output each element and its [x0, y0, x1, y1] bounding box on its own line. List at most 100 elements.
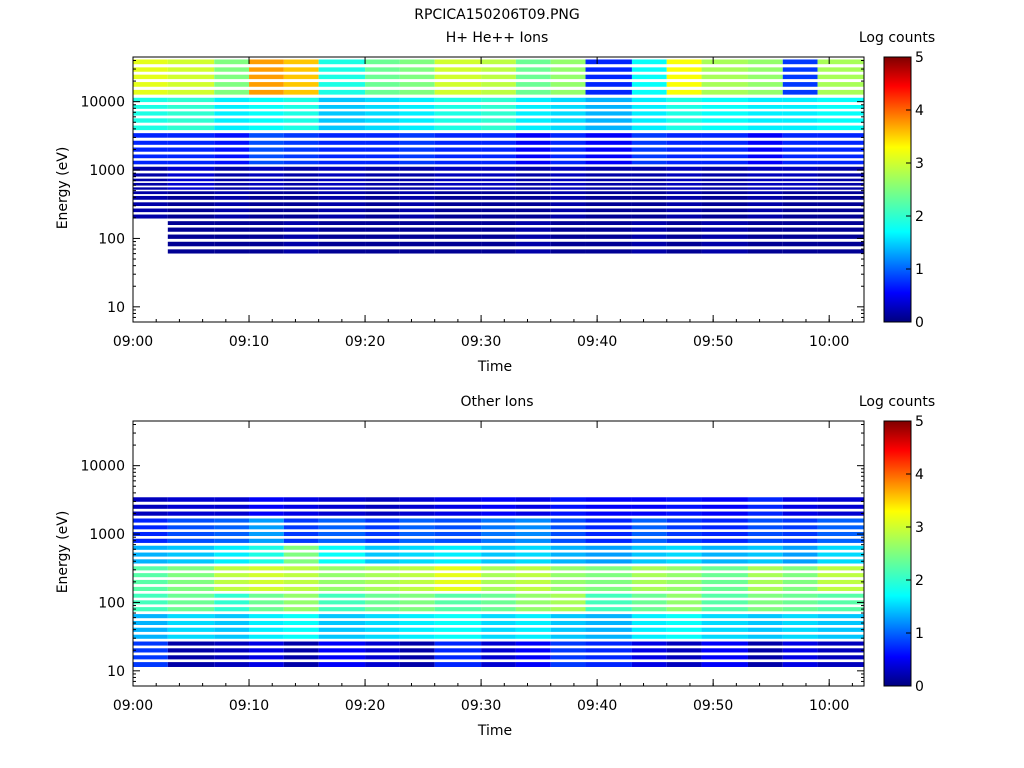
- heatmap-cell: [318, 97, 366, 103]
- heatmap-cell: [782, 655, 818, 660]
- heatmap-cell: [666, 531, 702, 537]
- heatmap-cell: [365, 573, 400, 578]
- heatmap-cell: [550, 504, 586, 509]
- heatmap-cell: [747, 566, 783, 571]
- heatmap-cell: [585, 545, 632, 550]
- heatmap-cell: [365, 118, 400, 123]
- heatmap-cell: [399, 187, 435, 190]
- heatmap-cell: [167, 214, 215, 219]
- heatmap-cell: [434, 566, 482, 571]
- heatmap-cell: [283, 104, 319, 109]
- heatmap-cell: [515, 593, 551, 598]
- heatmap-cell: [283, 497, 319, 502]
- heatmap-cell: [434, 59, 482, 65]
- heatmap-cell: [167, 648, 215, 653]
- heatmap-cell: [515, 178, 551, 182]
- heatmap-cell: [701, 208, 748, 213]
- heatmap-cell: [283, 607, 319, 612]
- heatmap-cell: [318, 511, 366, 516]
- heatmap-cell: [481, 504, 516, 509]
- heatmap-cell: [249, 525, 284, 530]
- heatmap-cell: [631, 573, 667, 578]
- heatmap-cell: [666, 227, 702, 232]
- heatmap-cell: [817, 140, 864, 145]
- heatmap-cell: [481, 620, 516, 625]
- heatmap-cell: [747, 627, 783, 632]
- heatmap-cell: [249, 104, 284, 109]
- heatmap-cell: [249, 573, 284, 578]
- heatmap-cell: [701, 559, 748, 564]
- heatmap-cell: [133, 140, 168, 145]
- heatmap-cell: [249, 559, 284, 564]
- heatmap-cell: [365, 531, 400, 537]
- heatmap-cell: [133, 662, 168, 667]
- colorbar-tick-label: 5: [915, 414, 924, 430]
- heatmap-cell: [214, 586, 250, 591]
- heatmap-cell: [666, 241, 702, 247]
- heatmap-cell: [434, 579, 482, 585]
- heatmap-cell: [214, 154, 250, 159]
- heatmap-cell: [133, 600, 168, 605]
- heatmap-cell: [481, 208, 516, 213]
- heatmap-cell: [249, 147, 284, 152]
- heatmap-cell: [666, 641, 702, 646]
- heatmap-cell: [550, 227, 586, 232]
- heatmap-cell: [318, 82, 366, 87]
- heatmap-cell: [399, 620, 435, 625]
- heatmap-cell: [817, 221, 864, 226]
- heatmap-cell: [515, 241, 551, 247]
- heatmap-cell: [782, 234, 818, 239]
- colorbar-tick-label: 4: [915, 467, 924, 483]
- heatmap-cell: [318, 620, 366, 625]
- heatmap-cell: [782, 573, 818, 578]
- heatmap-cell: [133, 191, 168, 195]
- heatmap-cell: [133, 104, 168, 109]
- heatmap-cell: [133, 518, 168, 523]
- heatmap-cell: [817, 202, 864, 207]
- heatmap-cell: [550, 118, 586, 123]
- heatmap-cell: [585, 579, 632, 585]
- heatmap-cell: [133, 214, 168, 219]
- heatmap-cell: [550, 154, 586, 159]
- heatmap-cell: [631, 173, 667, 177]
- heatmap-cell: [481, 600, 516, 605]
- heatmap-cell: [585, 133, 632, 138]
- heatmap-cell: [249, 82, 284, 87]
- heatmap-cell: [481, 221, 516, 226]
- heatmap-cell: [365, 74, 400, 80]
- heatmap-cell: [283, 234, 319, 239]
- heatmap-cell: [481, 559, 516, 564]
- y-tick-label: 1000: [89, 527, 125, 543]
- heatmap-cell: [550, 600, 586, 605]
- heatmap-cell: [214, 559, 250, 564]
- heatmap-cell: [817, 641, 864, 646]
- heatmap-cell: [666, 191, 702, 195]
- heatmap-cell: [434, 518, 482, 523]
- heatmap-cell: [249, 140, 284, 145]
- panel-other-ions: Other Ions Log counts Time Energy (eV) 0…: [55, 394, 935, 739]
- heatmap-cell: [550, 234, 586, 239]
- heatmap-cell: [747, 662, 783, 667]
- panel-title: Other Ions: [460, 394, 533, 410]
- heatmap-cell: [214, 593, 250, 598]
- heatmap-cell: [817, 208, 864, 213]
- heatmap-cell: [747, 641, 783, 646]
- heatmap-cell: [782, 202, 818, 207]
- heatmap-cell: [249, 178, 284, 182]
- heatmap-cell: [817, 111, 864, 116]
- heatmap-cell: [515, 147, 551, 152]
- heatmap-cell: [283, 221, 319, 226]
- heatmap-cell: [434, 593, 482, 598]
- heatmap-cell: [318, 202, 366, 207]
- heatmap-cell: [249, 586, 284, 591]
- heatmap-cell: [817, 59, 864, 65]
- x-tick-label: 09:40: [577, 698, 617, 714]
- heatmap-cell: [365, 579, 400, 585]
- heatmap-cell: [318, 195, 366, 200]
- heatmap-cell: [666, 648, 702, 653]
- heatmap-cells: [133, 497, 864, 667]
- heatmap-cell: [701, 202, 748, 207]
- heatmap-cell: [585, 655, 632, 660]
- heatmap-cell: [399, 234, 435, 239]
- heatmap-cell: [481, 89, 516, 95]
